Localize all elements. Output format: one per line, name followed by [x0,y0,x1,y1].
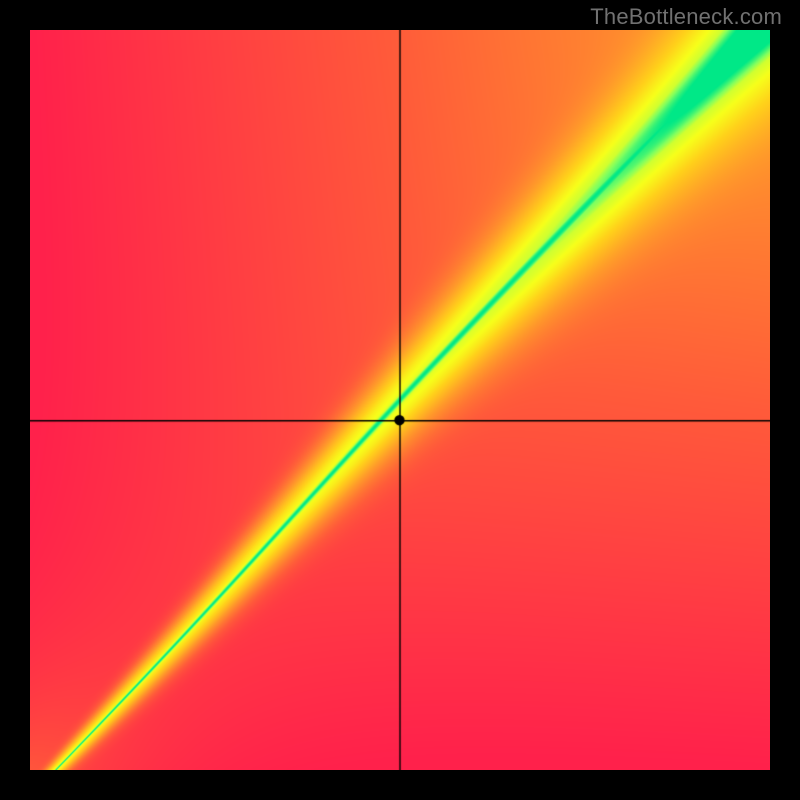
watermark-text: TheBottleneck.com [590,4,782,30]
bottleneck-heatmap [30,30,770,770]
